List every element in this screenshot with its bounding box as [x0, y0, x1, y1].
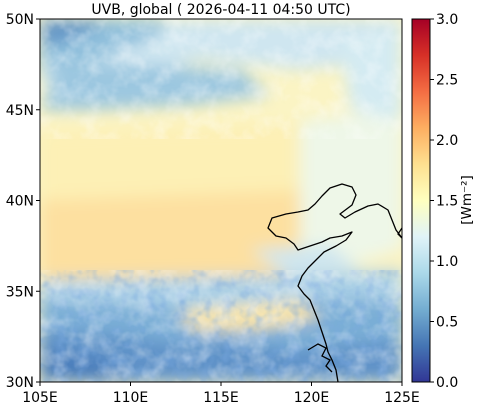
colorbar-label: [Wm⁻²]: [459, 175, 475, 225]
colorbar-tick-label: 2.0: [436, 133, 458, 149]
colorbar-tick-label: 1.0: [436, 254, 458, 270]
x-tick-label: 110E: [113, 390, 149, 406]
uvb-field: [40, 19, 402, 382]
x-tick-label: 120E: [294, 390, 330, 406]
x-tick-label: 125E: [384, 390, 420, 406]
colorbar-tick-label: 0.5: [436, 315, 458, 331]
colorbar-tick-label: 2.5: [436, 73, 458, 89]
colorbar-tick-label: 0.0: [436, 375, 458, 391]
y-axis: 50N 45N 40N 35N 30N: [6, 12, 40, 391]
x-axis: 105E 110E 115E 120E 125E: [22, 382, 420, 406]
y-tick-label: 35N: [6, 284, 34, 300]
colorbar: 3.0 2.5 2.0 1.5 1.0 0.5 0.0 [Wm⁻²]: [411, 12, 475, 391]
y-tick-label: 45N: [6, 103, 34, 119]
x-tick-label: 115E: [203, 390, 239, 406]
map-title: UVB, global ( 2026-04-11 04:50 UTC): [91, 2, 351, 18]
y-tick-label: 50N: [6, 12, 34, 28]
colorbar-tick-label: 3.0: [436, 12, 458, 28]
colorbar-tick-label: 1.5: [436, 194, 458, 210]
y-tick-label: 30N: [6, 375, 34, 391]
y-tick-label: 40N: [6, 194, 34, 210]
x-tick-label: 105E: [22, 390, 58, 406]
coastline: [267, 183, 402, 382]
